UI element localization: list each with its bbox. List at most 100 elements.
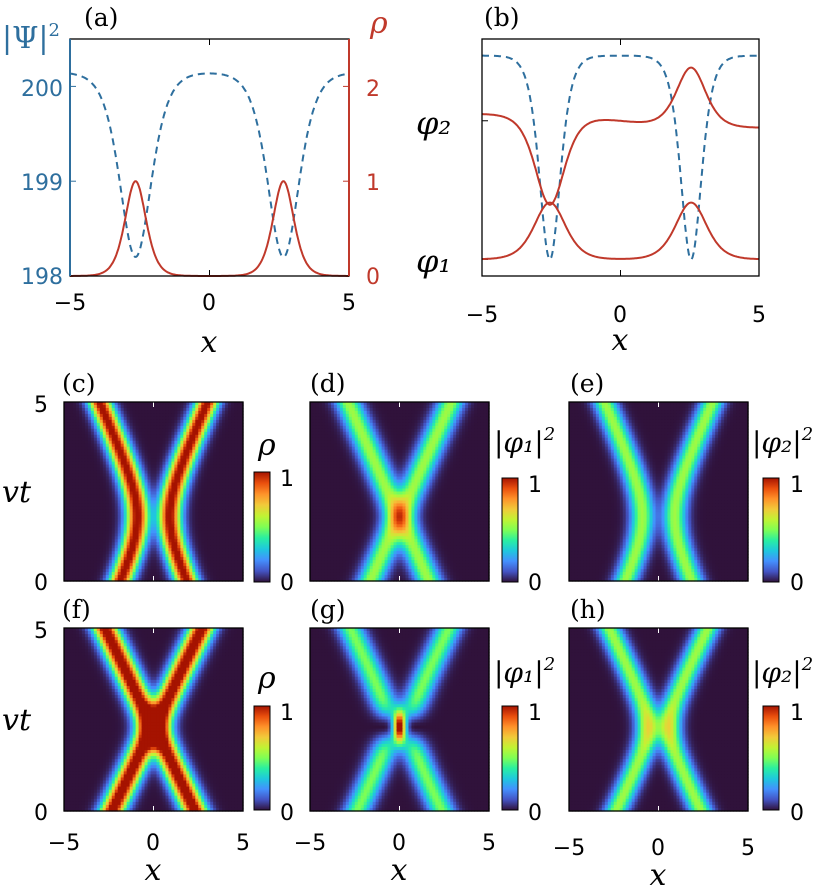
panel-c-cell <box>186 464 190 469</box>
panel-c-cell <box>66 419 71 424</box>
panel-c-cell <box>201 428 205 433</box>
panel-c-cell <box>159 509 164 513</box>
panel-c-cell <box>135 503 140 508</box>
panel-c-cell <box>234 404 238 409</box>
panel-c-cell <box>204 506 208 510</box>
panel-c-cell <box>189 539 193 543</box>
panel-c-cell <box>216 515 220 519</box>
panel-c-cell <box>114 494 119 499</box>
panel-c-cell <box>111 524 116 528</box>
panel-c-cell <box>204 482 208 487</box>
panel-c-cell <box>234 422 238 427</box>
panel-c-cell <box>75 530 80 534</box>
panel-c-cell <box>198 458 202 463</box>
panel-c-cell <box>129 416 134 421</box>
panel-c-cell <box>138 449 143 454</box>
panel-c-cell <box>240 437 244 442</box>
panel-c-cell <box>192 434 196 439</box>
panel-c-cell <box>162 500 167 505</box>
panel-c-cell <box>198 539 202 543</box>
panel-c-cell <box>78 506 83 510</box>
panel-c-cell <box>75 458 80 463</box>
panel-c-cell <box>96 446 101 451</box>
panel-c-cell <box>177 470 181 475</box>
panel-c-cell <box>231 485 235 490</box>
panel-a-xlabel: x <box>201 325 218 360</box>
panel-c-cell <box>78 539 83 543</box>
panel-c-cell <box>117 458 122 463</box>
panel-c-cell <box>168 443 172 448</box>
panel-c-cell <box>186 485 190 490</box>
panel-c-cell <box>108 488 113 493</box>
panel-c-cell <box>75 518 80 522</box>
panel-c-cell <box>198 542 202 546</box>
panel-c-cell <box>225 488 229 493</box>
panel-c-cell <box>195 410 199 415</box>
panel-c-cell <box>231 402 235 406</box>
panel-c-cell <box>117 467 122 472</box>
panel-c-cell <box>198 404 202 409</box>
panel-c-cell <box>153 416 158 421</box>
panel-c-cell <box>90 443 95 448</box>
panel-c-cell <box>198 437 202 442</box>
panel-c-cell <box>177 431 181 436</box>
panel-c-cell <box>171 425 175 430</box>
panel-c-cell <box>234 515 238 519</box>
panel-c-cell <box>64 434 68 439</box>
panel-c-cell <box>174 542 178 546</box>
panel-c-cell <box>189 428 193 433</box>
panel-c-cell <box>123 458 128 463</box>
panel-c-cell <box>135 497 140 502</box>
panel-c-cell <box>141 416 146 421</box>
panel-c-cell <box>174 485 178 490</box>
panel-c-cell <box>114 413 119 418</box>
panel-c-cell <box>90 536 95 540</box>
panel-c-cell <box>96 515 101 519</box>
panel-c-cell <box>165 497 170 502</box>
panel-c-cell <box>183 521 187 525</box>
panel-c-cell <box>222 479 226 484</box>
panel-c-cell <box>171 512 175 516</box>
panel-c-cell <box>147 467 152 472</box>
panel-c-cell <box>162 419 167 424</box>
panel-c-cell <box>132 434 137 439</box>
panel-c-cell <box>234 473 238 478</box>
panel-c-cell <box>219 402 223 406</box>
panel-c-cell <box>192 497 196 502</box>
panel-c-cell <box>165 500 170 505</box>
panel-c-cell <box>159 491 164 496</box>
panel-c-cell <box>210 539 214 543</box>
panel-c-cell <box>183 416 187 421</box>
panel-c-cell <box>168 542 172 546</box>
panel-c-cell <box>123 542 128 546</box>
panel-c-cell <box>132 479 137 484</box>
panel-c-cell <box>123 521 128 525</box>
panel-c-cell <box>198 473 202 478</box>
panel-c-cell <box>93 542 98 546</box>
panel-c-cell <box>105 407 110 412</box>
panel-c-cell <box>69 416 74 421</box>
panel-c-cell <box>102 416 107 421</box>
panel-c-cell <box>93 524 98 528</box>
panel-c-cell <box>237 428 241 433</box>
panel-c-cell <box>120 476 125 481</box>
panel-c-cell <box>69 500 74 505</box>
panel-c-cell <box>162 428 167 433</box>
panel-c-cell <box>186 488 190 493</box>
panel-c-cell <box>237 419 241 424</box>
panel-c-cell <box>123 413 128 418</box>
panel-c-cell <box>117 419 122 424</box>
panel-c-cell <box>198 449 202 454</box>
panel-c-cell <box>237 431 241 436</box>
panel-c-cell <box>105 404 110 409</box>
panel-d: (d) |φ₁|2 1 0 <box>309 369 555 596</box>
panel-c-cell <box>201 518 205 522</box>
panel-c-cell <box>159 458 164 463</box>
panel-c-cell <box>225 440 229 445</box>
panel-c-cell <box>84 449 89 454</box>
panel-c-cell <box>240 428 244 433</box>
panel-c-cell <box>93 470 98 475</box>
panel-c-cell <box>216 506 220 510</box>
panel-c-cell <box>93 506 98 510</box>
panel-c-cell <box>96 410 101 415</box>
